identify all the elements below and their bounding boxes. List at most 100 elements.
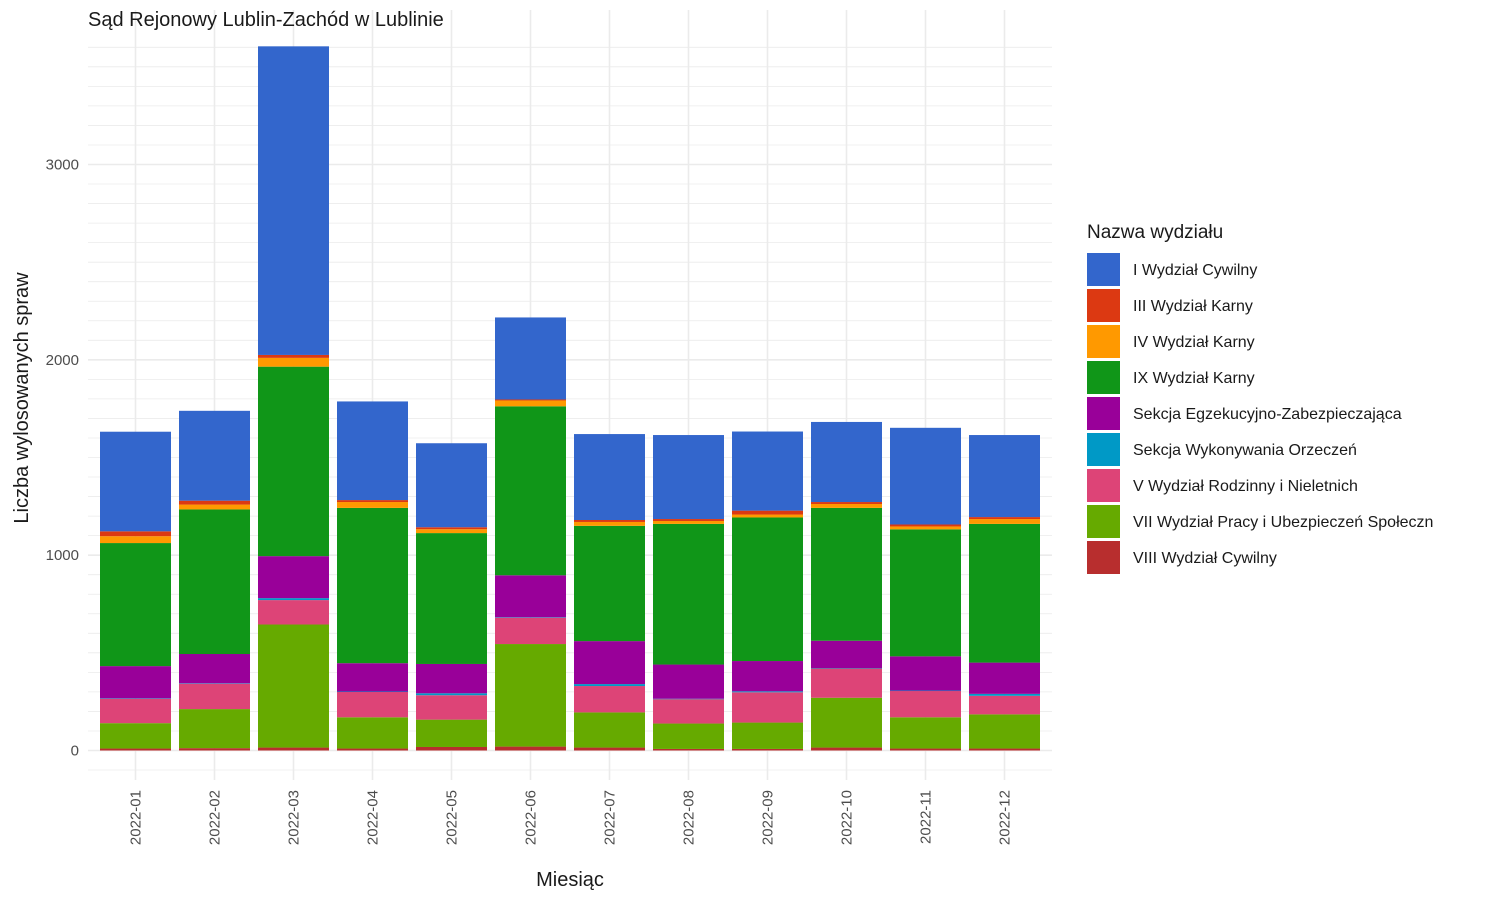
bar-segment xyxy=(574,684,645,687)
x-tick-label: 2022-01 xyxy=(128,790,145,845)
bar-segment xyxy=(179,683,250,684)
bar-segment xyxy=(653,748,724,751)
bar-segment xyxy=(100,543,171,667)
bar-segment xyxy=(495,399,566,401)
x-tick-label: 2022-08 xyxy=(681,790,698,845)
bar-segment xyxy=(100,723,171,749)
bar-segment xyxy=(179,509,250,655)
bar-segment xyxy=(732,661,803,692)
bar-segment xyxy=(574,641,645,685)
bar-segment xyxy=(890,690,961,692)
y-tick-label: 2000 xyxy=(46,352,79,369)
bar-segment xyxy=(179,500,250,505)
x-tick-label: 2022-12 xyxy=(997,790,1014,845)
chart-title: Sąd Rejonowy Lublin-Zachód w Lublinie xyxy=(88,9,444,31)
bar-segment xyxy=(100,431,171,532)
bar-segment xyxy=(890,529,961,657)
bar-segment xyxy=(100,666,171,699)
bar-segment xyxy=(495,406,566,576)
legend-swatch xyxy=(1087,541,1120,574)
bar-segment xyxy=(179,410,250,501)
legend-swatch xyxy=(1087,433,1120,466)
bar-segment xyxy=(574,686,645,713)
bar-segment xyxy=(969,517,1040,520)
legend-label: Sekcja Egzekucyjno-Zabezpieczająca xyxy=(1133,406,1402,423)
bar-segment xyxy=(653,723,724,749)
x-tick-label: 2022-02 xyxy=(207,790,224,845)
bar-segment xyxy=(337,507,408,664)
bar-segment xyxy=(890,427,961,525)
bar-segment xyxy=(890,656,961,691)
legend-label: III Wydział Karny xyxy=(1133,298,1253,315)
bar-segment xyxy=(574,712,645,748)
bar-segment xyxy=(495,400,566,407)
bar-segment xyxy=(811,697,882,748)
bar-segment xyxy=(732,722,803,749)
bar-segment xyxy=(969,748,1040,751)
bars xyxy=(100,46,1040,751)
bar-segment xyxy=(653,698,724,700)
bar-segment xyxy=(732,691,803,693)
legend-label: I Wydział Cywilny xyxy=(1133,262,1257,279)
bar-segment xyxy=(811,502,882,504)
bar-segment xyxy=(732,514,803,518)
x-tick-label: 2022-10 xyxy=(839,790,856,845)
bar-segment xyxy=(337,717,408,749)
bar-segment xyxy=(100,536,171,544)
bar-segment xyxy=(337,502,408,508)
bar-segment xyxy=(969,714,1040,749)
bar-segment xyxy=(416,533,487,664)
bar-segment xyxy=(337,748,408,751)
bar-segment xyxy=(732,510,803,515)
bar-segment xyxy=(258,357,329,367)
bar-segment xyxy=(337,500,408,503)
bar-segment xyxy=(179,748,250,751)
bar-segment xyxy=(969,693,1040,696)
bar-segment xyxy=(653,435,724,520)
bar-segment xyxy=(258,598,329,601)
bar-segment xyxy=(258,556,329,599)
bar-segment xyxy=(969,523,1040,663)
bar-segment xyxy=(653,520,724,524)
bar-segment xyxy=(732,431,803,511)
bar-segment xyxy=(258,624,329,748)
x-tick-label: 2022-09 xyxy=(760,790,777,845)
bar-segment xyxy=(258,354,329,358)
bar-segment xyxy=(416,527,487,530)
bar-segment xyxy=(495,317,566,400)
legend-label: IX Wydział Karny xyxy=(1133,370,1255,387)
x-axis-ticks: 2022-01 2022-02 2022-03 2022-04 2022-05 2022-… xyxy=(128,790,1014,845)
bar-segment xyxy=(416,663,487,694)
bar-segment xyxy=(495,617,566,645)
bar-segment xyxy=(890,748,961,751)
legend-label: Sekcja Wykonywania Orzeczeń xyxy=(1133,442,1357,459)
legend-label: VII Wydział Pracy i Ubezpieczeń Społeczn xyxy=(1133,514,1433,531)
bar-segment xyxy=(890,717,961,749)
bar-segment xyxy=(416,693,487,696)
bar-segment xyxy=(337,663,408,692)
legend-label: VIII Wydział Cywilny xyxy=(1133,550,1277,567)
legend-title: Nazwa wydziału xyxy=(1087,222,1223,243)
bar-segment xyxy=(574,747,645,751)
bar-segment xyxy=(653,523,724,665)
bar-segment xyxy=(811,421,882,503)
x-tick-label: 2022-11 xyxy=(918,790,935,844)
bar-segment xyxy=(495,575,566,618)
x-tick-label: 2022-03 xyxy=(286,790,303,845)
bar-segment xyxy=(416,695,487,720)
bar-segment xyxy=(416,746,487,751)
bar-segment xyxy=(890,526,961,530)
bar-segment xyxy=(495,617,566,618)
bar-segment xyxy=(258,366,329,557)
legend-swatch xyxy=(1087,505,1120,538)
bar-segment xyxy=(811,507,882,641)
legend: Nazwa wydziału I Wydział Cywilny III Wydz… xyxy=(1087,222,1433,574)
x-tick-label: 2022-04 xyxy=(365,790,382,845)
bar-segment xyxy=(732,517,803,662)
bar-segment xyxy=(179,504,250,510)
legend-label: V Wydział Rodzinny i Nieletnich xyxy=(1133,478,1358,495)
legend-swatch xyxy=(1087,361,1120,394)
bar-segment xyxy=(969,435,1040,518)
bar-segment xyxy=(337,401,408,501)
bar-segment xyxy=(732,748,803,751)
